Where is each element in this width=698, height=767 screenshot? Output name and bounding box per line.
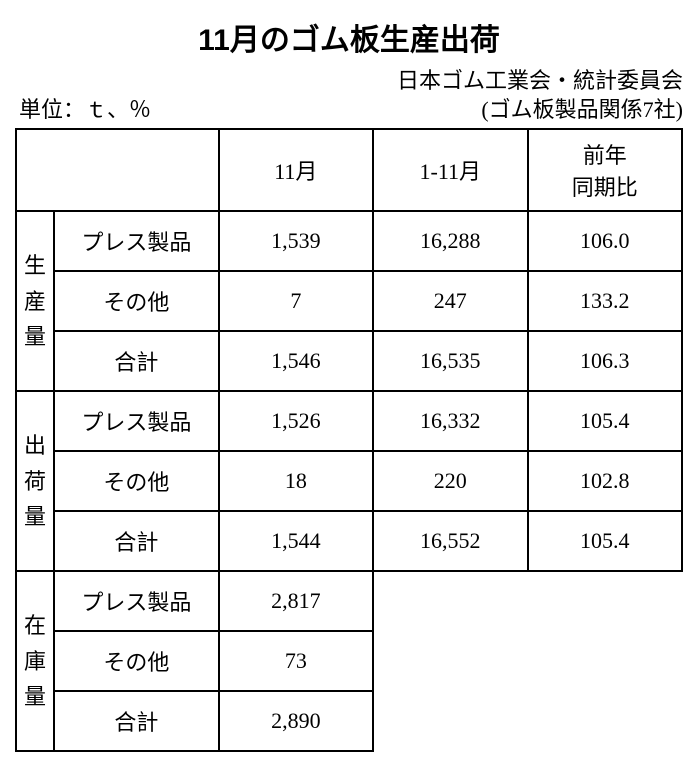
subcategory-label: プレス製品 [54, 211, 218, 271]
subcategory-label: 合計 [54, 331, 218, 391]
table-row: 合計 1,544 16,552 105.4 [16, 511, 682, 571]
cell-value: 2,817 [219, 571, 373, 631]
source-label: 日本ゴム工業会・統計委員会 (ゴム板製品関係7社) [397, 67, 683, 124]
cell-value: 105.4 [528, 391, 683, 451]
cell-value: 18 [219, 451, 373, 511]
source-line-1: 日本ゴム工業会・統計委員会 [397, 67, 683, 96]
data-table: 11月 1-11月 前年同期比 生産量 プレス製品 1,539 16,288 1… [15, 128, 683, 752]
page-title: 11月のゴム板生産出荷 [15, 15, 683, 59]
empty-cell [528, 571, 683, 751]
table-row: 在庫量 プレス製品 2,817 [16, 571, 682, 631]
cell-value: 1,546 [219, 331, 373, 391]
row-group-label: 生産量 [16, 211, 54, 391]
cell-value: 220 [373, 451, 527, 511]
row-group-label: 在庫量 [16, 571, 54, 751]
meta-row: 単位：ｔ、％ 日本ゴム工業会・統計委員会 (ゴム板製品関係7社) [15, 67, 683, 124]
subcategory-label: プレス製品 [54, 391, 218, 451]
cell-value: 2,890 [219, 691, 373, 751]
subcategory-label: プレス製品 [54, 571, 218, 631]
column-header: 11月 [219, 129, 373, 211]
table-row: 出荷量 プレス製品 1,526 16,332 105.4 [16, 391, 682, 451]
cell-value: 133.2 [528, 271, 683, 331]
cell-value: 7 [219, 271, 373, 331]
cell-value: 106.3 [528, 331, 683, 391]
table-row: その他 7 247 133.2 [16, 271, 682, 331]
subcategory-label: 合計 [54, 691, 218, 751]
cell-value: 16,332 [373, 391, 527, 451]
source-line-2: (ゴム板製品関係7社) [397, 96, 683, 125]
cell-value: 106.0 [528, 211, 683, 271]
cell-value: 105.4 [528, 511, 683, 571]
table-row: 生産量 プレス製品 1,539 16,288 106.0 [16, 211, 682, 271]
table-header-row: 11月 1-11月 前年同期比 [16, 129, 682, 211]
subcategory-label: その他 [54, 271, 218, 331]
unit-label: 単位：ｔ、％ [15, 92, 151, 124]
cell-value: 1,526 [219, 391, 373, 451]
table-row: その他 18 220 102.8 [16, 451, 682, 511]
header-blank [16, 129, 219, 211]
subcategory-label: その他 [54, 631, 218, 691]
row-group-label: 出荷量 [16, 391, 54, 571]
subcategory-label: その他 [54, 451, 218, 511]
cell-value: 1,539 [219, 211, 373, 271]
table-row: 合計 1,546 16,535 106.3 [16, 331, 682, 391]
cell-value: 16,552 [373, 511, 527, 571]
empty-cell [373, 571, 527, 751]
cell-value: 73 [219, 631, 373, 691]
cell-value: 1,544 [219, 511, 373, 571]
cell-value: 16,288 [373, 211, 527, 271]
column-header: 前年同期比 [528, 129, 683, 211]
cell-value: 102.8 [528, 451, 683, 511]
cell-value: 16,535 [373, 331, 527, 391]
column-header: 1-11月 [373, 129, 527, 211]
cell-value: 247 [373, 271, 527, 331]
subcategory-label: 合計 [54, 511, 218, 571]
